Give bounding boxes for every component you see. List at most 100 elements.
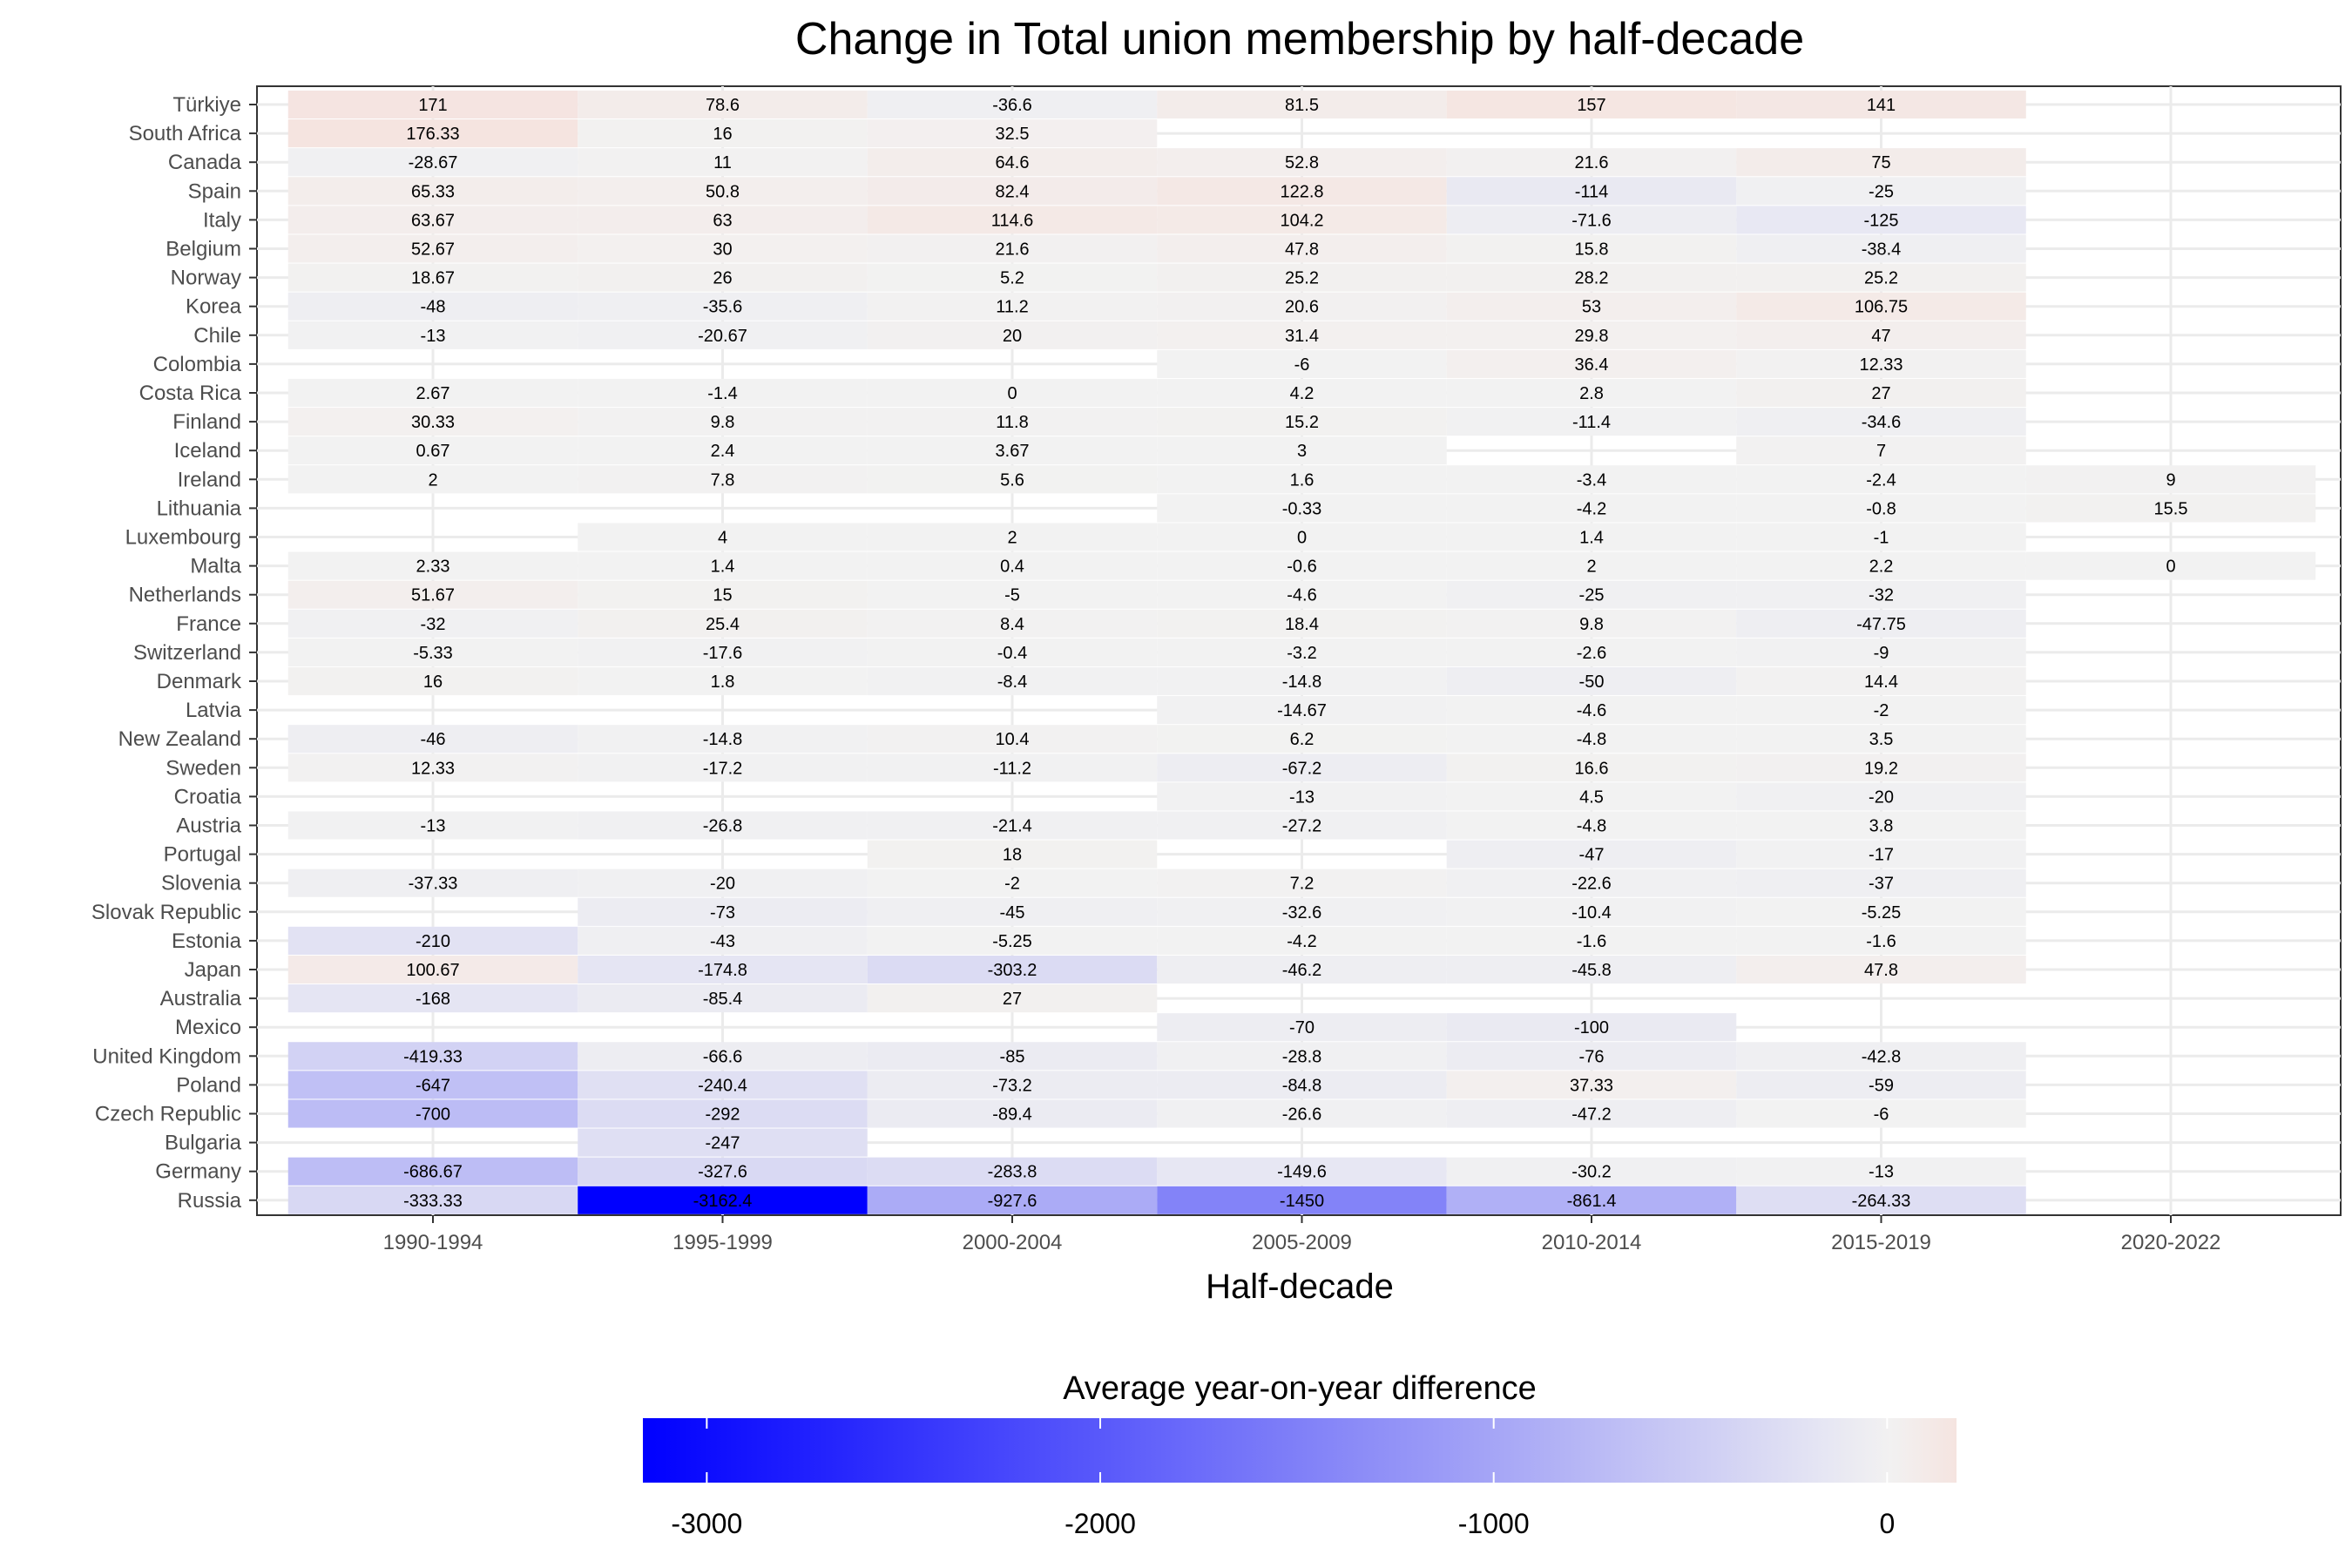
cell-value-label: -13 — [1289, 787, 1315, 807]
cell-value-label: -4.8 — [1577, 817, 1606, 836]
heatmap-cell — [1446, 868, 1737, 897]
cell-value-label: -333.33 — [403, 1192, 463, 1211]
cell-value-label: 1.4 — [711, 558, 735, 577]
y-tick-label: France — [176, 612, 241, 636]
heatmap-cell — [1736, 725, 2026, 754]
cell-value-label: 5.6 — [1000, 470, 1024, 490]
cell-value-label: 26 — [713, 269, 732, 288]
heatmap-cell — [578, 206, 868, 234]
heatmap-cell — [1446, 349, 1737, 378]
heatmap-cell — [1157, 782, 1447, 811]
cell-value-label: -71.6 — [1571, 211, 1612, 230]
x-tick-label: 2015-2019 — [1831, 1231, 1931, 1254]
cell-value-label: 3 — [1297, 442, 1307, 461]
cell-value-label: -1450 — [1280, 1192, 1324, 1211]
cell-value-label: -210 — [416, 932, 450, 951]
cell-value-label: -2.6 — [1577, 644, 1606, 663]
heatmap-cell — [1736, 926, 2026, 955]
heatmap-cell — [867, 609, 1158, 638]
cell-value-label: -419.33 — [403, 1047, 463, 1066]
y-tick-label: Slovenia — [161, 872, 242, 896]
cell-value-label: 176.33 — [406, 125, 459, 144]
heatmap-cell — [578, 811, 868, 840]
cell-value-label: 2 — [428, 470, 437, 490]
heatmap-cell — [1736, 609, 2026, 638]
cell-value-label: -43 — [710, 932, 735, 951]
cell-value-label: -46 — [421, 730, 446, 749]
cell-value-label: -25 — [1869, 182, 1894, 201]
heatmap-cell — [287, 638, 578, 666]
legend-tick-label: -1000 — [1458, 1508, 1530, 1539]
cell-value-label: 2.67 — [416, 384, 450, 403]
cell-value-label: 2.33 — [416, 558, 450, 577]
heatmap-cell — [1157, 1157, 1447, 1186]
heatmap-cell — [578, 955, 868, 984]
heatmap-cell — [867, 551, 1158, 580]
cell-value-label: 16 — [713, 125, 732, 144]
cell-value-label: -3.4 — [1577, 470, 1606, 490]
heatmap-cell — [1446, 494, 1737, 523]
cell-value-label: -20 — [710, 875, 735, 894]
cell-value-label: -89.4 — [992, 1105, 1032, 1125]
cell-value-label: 7.8 — [711, 470, 735, 490]
heatmap-cell — [867, 754, 1158, 782]
cell-value-label: -47.75 — [1856, 615, 1906, 634]
heatmap-cell — [578, 1157, 868, 1186]
cell-value-label: -14.8 — [1282, 672, 1322, 692]
heatmap-cell — [867, 638, 1158, 666]
heatmap-cell — [867, 1071, 1158, 1099]
heatmap-cell — [1157, 1186, 1447, 1214]
cell-value-label: 52.67 — [411, 240, 455, 260]
heatmap-cells — [287, 90, 2316, 1214]
heatmap-cell — [287, 263, 578, 292]
cell-value-label: -686.67 — [403, 1163, 463, 1182]
heatmap-cell — [578, 666, 868, 696]
x-tick-label: 2010-2014 — [1542, 1231, 1642, 1254]
heatmap-cell — [867, 1186, 1158, 1214]
heatmap-cell — [578, 378, 868, 408]
cell-value-label: 82.4 — [996, 182, 1030, 201]
cell-value-label: -647 — [416, 1076, 450, 1095]
cell-value-label: 7.2 — [1290, 875, 1315, 894]
cell-value-label: -149.6 — [1277, 1163, 1327, 1182]
heatmap-cell — [578, 754, 868, 782]
heatmap-cell — [1446, 465, 1737, 494]
x-tick-label: 1990-1994 — [383, 1231, 483, 1254]
cell-value-label: 16.6 — [1575, 759, 1609, 778]
heatmap-cell — [1446, 523, 1737, 551]
heatmap-cell — [1446, 1013, 1737, 1042]
heatmap-cell — [867, 926, 1158, 955]
heatmap-cell — [1736, 436, 2026, 465]
heatmap-cell — [1736, 955, 2026, 984]
y-tick-label: Türkiye — [172, 93, 241, 117]
heatmap-cell — [1157, 725, 1447, 754]
cell-value-label: -32 — [1869, 586, 1894, 605]
cell-value-label: 18.4 — [1285, 615, 1319, 634]
heatmap-cell — [1157, 148, 1447, 177]
cell-value-label: -50 — [1579, 672, 1605, 692]
cell-value-label: -1.4 — [707, 384, 737, 403]
heatmap-cell — [1736, 1157, 2026, 1186]
y-tick-label: Finland — [172, 410, 241, 434]
heatmap-cell — [1157, 263, 1447, 292]
heatmap-cell — [287, 177, 578, 206]
heatmap-cell — [1446, 408, 1737, 436]
heatmap-cell — [1736, 378, 2026, 408]
heatmap-cell — [1736, 1099, 2026, 1128]
heatmap-cell — [1736, 666, 2026, 696]
y-tick-label: Croatia — [174, 785, 242, 808]
cell-value-label: 141 — [1867, 96, 1896, 115]
cell-value-label: -5 — [1004, 586, 1020, 605]
heatmap-cell — [1446, 1071, 1737, 1099]
heatmap-cell — [2025, 551, 2316, 580]
y-tick-label: Korea — [186, 295, 242, 319]
heatmap-cell — [287, 1042, 578, 1071]
heatmap-cell — [1157, 955, 1447, 984]
heatmap-cell — [1446, 609, 1737, 638]
cell-value-label: -30.2 — [1571, 1163, 1612, 1182]
heatmap-cell — [1736, 638, 2026, 666]
heatmap-cell — [1446, 234, 1737, 263]
heatmap-cell — [1157, 90, 1447, 119]
cell-value-label: -1.6 — [1577, 932, 1606, 951]
